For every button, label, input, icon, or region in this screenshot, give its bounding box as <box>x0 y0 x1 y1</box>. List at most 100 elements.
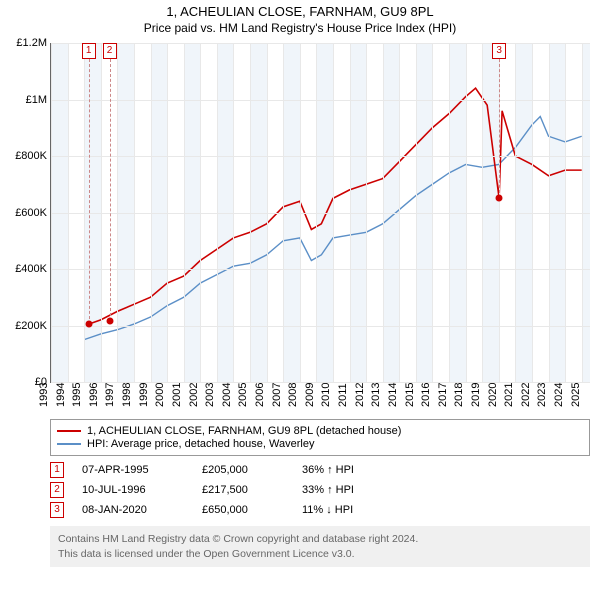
x-axis-label: 2005 <box>237 383 249 407</box>
x-axis-label: 2024 <box>553 383 565 407</box>
gridline-h <box>51 156 590 157</box>
x-axis-label: 2003 <box>204 383 216 407</box>
gridline-v <box>466 43 467 382</box>
sale-price: £650,000 <box>202 504 302 516</box>
x-axis-label: 2022 <box>520 383 532 407</box>
gridline-v <box>366 43 367 382</box>
chart-subtitle: Price paid vs. HM Land Registry's House … <box>0 21 600 35</box>
x-axis-label: 1999 <box>138 383 150 407</box>
price-paid-line <box>89 88 582 324</box>
x-axis-label: 2004 <box>221 383 233 407</box>
gridline-v <box>283 43 284 382</box>
legend-row: 1, ACHEULIAN CLOSE, FARNHAM, GU9 8PL (de… <box>57 425 583 437</box>
sale-marker-line <box>89 59 90 324</box>
y-axis-label: £1M <box>26 94 47 106</box>
sale-marker-line <box>110 59 111 321</box>
sale-number-badge: 3 <box>50 502 64 518</box>
gridline-v <box>84 43 85 382</box>
y-axis-label: £800K <box>15 150 47 162</box>
y-axis-label: £400K <box>15 263 47 275</box>
x-axis-label: 1998 <box>121 383 133 407</box>
gridline-v <box>350 43 351 382</box>
gridline-v <box>549 43 550 382</box>
gridline-v <box>134 43 135 382</box>
x-axis-label: 1994 <box>55 383 67 407</box>
x-axis-label: 2019 <box>470 383 482 407</box>
sale-hpi-diff: 11% ↓ HPI <box>302 504 353 516</box>
gridline-h <box>51 43 590 44</box>
sale-marker-3: 3 <box>492 43 506 59</box>
x-axis-label: 2011 <box>337 383 349 407</box>
sale-date: 10-JUL-1996 <box>82 484 202 496</box>
sale-marker-1: 1 <box>82 43 96 59</box>
gridline-v <box>51 43 52 382</box>
chart-area: £0£200K£400K£600K£800K£1M£1.2M123 199319… <box>50 43 590 413</box>
sale-number-badge: 2 <box>50 482 64 498</box>
gridline-h <box>51 326 590 327</box>
x-axis-label: 2013 <box>370 383 382 407</box>
gridline-v <box>449 43 450 382</box>
gridline-v <box>582 43 583 382</box>
gridline-v <box>184 43 185 382</box>
sales-list: 107-APR-1995£205,00036% ↑ HPI210-JUL-199… <box>50 462 590 518</box>
gridline-v <box>167 43 168 382</box>
sale-marker-line <box>499 59 500 198</box>
gridline-v <box>267 43 268 382</box>
sale-hpi-diff: 33% ↑ HPI <box>302 484 354 496</box>
sale-date: 08-JAN-2020 <box>82 504 202 516</box>
gridline-v <box>532 43 533 382</box>
y-axis-label: £1.2M <box>16 37 47 49</box>
x-axis-label: 2014 <box>387 383 399 407</box>
gridline-h <box>51 100 590 101</box>
sale-hpi-diff: 36% ↑ HPI <box>302 464 354 476</box>
gridline-v <box>117 43 118 382</box>
gridline-v <box>151 43 152 382</box>
gridline-v <box>432 43 433 382</box>
gridline-v <box>416 43 417 382</box>
gridline-h <box>51 213 590 214</box>
footer-line-2: This data is licensed under the Open Gov… <box>58 547 582 562</box>
legend-row: HPI: Average price, detached house, Wave… <box>57 438 583 450</box>
gridline-v <box>233 43 234 382</box>
gridline-v <box>68 43 69 382</box>
legend-swatch <box>57 430 81 432</box>
x-axis-label: 2017 <box>437 383 449 407</box>
gridline-v <box>200 43 201 382</box>
x-axis-label: 2000 <box>154 383 166 407</box>
sale-marker-2: 2 <box>103 43 117 59</box>
y-axis-label: £600K <box>15 207 47 219</box>
x-axis-label: 2008 <box>287 383 299 407</box>
legend-swatch <box>57 443 81 445</box>
legend-label: 1, ACHEULIAN CLOSE, FARNHAM, GU9 8PL (de… <box>87 425 401 437</box>
x-axis-label: 2016 <box>420 383 432 407</box>
gridline-v <box>300 43 301 382</box>
x-axis-label: 2012 <box>354 383 366 407</box>
x-axis-labels: 1993199419951996199719981999200020012002… <box>50 383 590 413</box>
x-axis-label: 1997 <box>104 383 116 407</box>
x-axis-label: 2015 <box>404 383 416 407</box>
legend-label: HPI: Average price, detached house, Wave… <box>87 438 314 450</box>
sale-date: 07-APR-1995 <box>82 464 202 476</box>
x-axis-label: 1995 <box>71 383 83 407</box>
sale-marker-dot <box>85 321 92 328</box>
gridline-v <box>383 43 384 382</box>
x-axis-label: 2010 <box>320 383 332 407</box>
gridline-v <box>316 43 317 382</box>
sale-row: 3 08-JAN-2020£650,00011% ↓ HPI <box>50 502 590 518</box>
gridline-v <box>217 43 218 382</box>
x-axis-label: 2025 <box>570 383 582 407</box>
x-axis-label: 2007 <box>271 383 283 407</box>
gridline-v <box>482 43 483 382</box>
sale-number-badge: 1 <box>50 462 64 478</box>
attribution-footer: Contains HM Land Registry data © Crown c… <box>50 526 590 567</box>
y-axis-label: £200K <box>15 320 47 332</box>
sale-marker-dot <box>106 317 113 324</box>
sale-row: 107-APR-1995£205,00036% ↑ HPI <box>50 462 590 478</box>
x-axis-label: 2020 <box>487 383 499 407</box>
x-axis-label: 1993 <box>38 383 50 407</box>
gridline-v <box>250 43 251 382</box>
sale-price: £217,500 <box>202 484 302 496</box>
gridline-v <box>101 43 102 382</box>
legend-box: 1, ACHEULIAN CLOSE, FARNHAM, GU9 8PL (de… <box>50 419 590 456</box>
x-axis-label: 2001 <box>171 383 183 407</box>
